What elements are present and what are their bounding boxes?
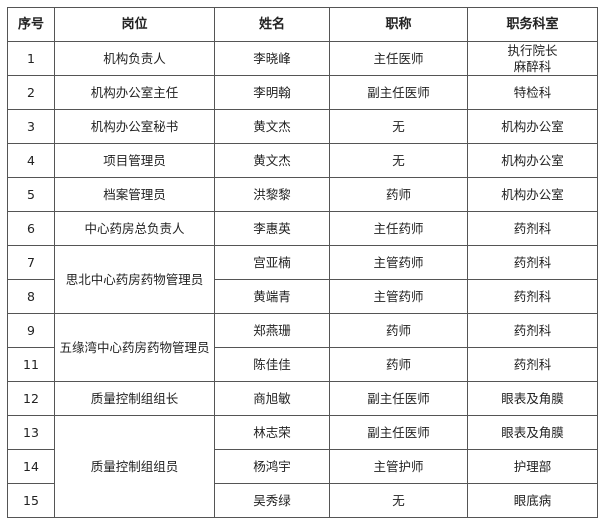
cell-name: 陈佳佳 xyxy=(214,347,330,382)
cell-post: 机构负责人 xyxy=(54,41,215,76)
cell-name: 李晓峰 xyxy=(214,41,330,76)
cell-title: 药师 xyxy=(329,177,468,212)
cell-no: 6 xyxy=(7,211,55,246)
cell-title: 主管药师 xyxy=(329,279,468,314)
cell-post: 质量控制组组员 xyxy=(54,415,215,518)
cell-name: 李明翰 xyxy=(214,75,330,110)
cell-no: 7 xyxy=(7,245,55,280)
table-row: 7 思北中心药房药物管理员 宫亚楠 主管药师 药剂科 xyxy=(7,245,598,314)
cell-no: 13 xyxy=(7,415,55,450)
cell-name: 郑燕珊 xyxy=(214,313,330,348)
cell-name: 黄文杰 xyxy=(214,109,330,144)
cell-title: 主任药师 xyxy=(329,211,468,246)
table-row: 13 质量控制组组员 林志荣 副主任医师 眼表及角膜 xyxy=(7,415,598,518)
table-row: 6 中心药房总负责人 李惠英 主任药师 药剂科 xyxy=(7,211,598,246)
staff-table: 序号 岗位 姓名 职称 职务科室 1 机构负责人 李晓峰 主任医师 执行院长 麻醉… xyxy=(7,7,598,518)
table-row: 2 机构办公室主任 李明翰 副主任医师 特检科 xyxy=(7,75,598,110)
cell-title: 药师 xyxy=(329,313,468,348)
cell-post: 机构办公室主任 xyxy=(54,75,215,110)
cell-dept: 眼表及角膜 xyxy=(467,415,598,450)
cell-no: 14 xyxy=(7,449,55,484)
cell-post: 档案管理员 xyxy=(54,177,215,212)
cell-name: 黄文杰 xyxy=(214,143,330,178)
cell-title: 副主任医师 xyxy=(329,381,468,416)
header-row: 序号 岗位 姓名 职称 职务科室 xyxy=(7,7,598,42)
table-row: 9 五缘湾中心药房药物管理员 郑燕珊 药师 药剂科 xyxy=(7,313,598,382)
cell-dept: 眼表及角膜 xyxy=(467,381,598,416)
cell-title: 主管药师 xyxy=(329,245,468,280)
cell-dept: 药剂科 xyxy=(467,279,598,314)
cell-dept: 机构办公室 xyxy=(467,109,598,144)
cell-post: 思北中心药房药物管理员 xyxy=(54,245,215,314)
cell-post: 质量控制组组长 xyxy=(54,381,215,416)
cell-dept: 执行院长 麻醉科 xyxy=(467,41,598,76)
cell-post: 中心药房总负责人 xyxy=(54,211,215,246)
cell-no: 3 xyxy=(7,109,55,144)
table-row: 12 质量控制组组长 商旭敏 副主任医师 眼表及角膜 xyxy=(7,381,598,416)
cell-dept: 药剂科 xyxy=(467,347,598,382)
cell-post: 机构办公室秘书 xyxy=(54,109,215,144)
cell-dept: 药剂科 xyxy=(467,245,598,280)
cell-no: 2 xyxy=(7,75,55,110)
cell-dept: 药剂科 xyxy=(467,211,598,246)
cell-no: 4 xyxy=(7,143,55,178)
cell-title: 副主任医师 xyxy=(329,415,468,450)
cell-title: 药师 xyxy=(329,347,468,382)
cell-no: 5 xyxy=(7,177,55,212)
table-row: 1 机构负责人 李晓峰 主任医师 执行院长 麻醉科 xyxy=(7,41,598,76)
cell-name: 洪黎黎 xyxy=(214,177,330,212)
cell-dept: 机构办公室 xyxy=(467,143,598,178)
cell-name: 黄端青 xyxy=(214,279,330,314)
cell-no: 15 xyxy=(7,483,55,518)
cell-dept: 特检科 xyxy=(467,75,598,110)
cell-no: 9 xyxy=(7,313,55,348)
cell-name: 李惠英 xyxy=(214,211,330,246)
table-row: 14 杨鸿宇 主管护师 护理部 xyxy=(7,449,598,484)
cell-post: 项目管理员 xyxy=(54,143,215,178)
table-row: 15 吴秀绿 无 眼底病 xyxy=(7,483,598,518)
table-row: 5 档案管理员 洪黎黎 药师 机构办公室 xyxy=(7,177,598,212)
header-name: 姓名 xyxy=(214,7,330,42)
cell-dept: 机构办公室 xyxy=(467,177,598,212)
cell-title: 主任医师 xyxy=(329,41,468,76)
cell-post: 五缘湾中心药房药物管理员 xyxy=(54,313,215,382)
cell-name: 商旭敏 xyxy=(214,381,330,416)
cell-name: 杨鸿宇 xyxy=(214,449,330,484)
table-row: 4 项目管理员 黄文杰 无 机构办公室 xyxy=(7,143,598,178)
cell-no: 1 xyxy=(7,41,55,76)
cell-no: 8 xyxy=(7,279,55,314)
cell-no: 11 xyxy=(7,347,55,382)
cell-title: 副主任医师 xyxy=(329,75,468,110)
cell-title: 无 xyxy=(329,109,468,144)
cell-dept-line2: 麻醉科 xyxy=(513,58,552,74)
cell-name: 吴秀绿 xyxy=(214,483,330,518)
cell-title: 主管护师 xyxy=(329,449,468,484)
header-post: 岗位 xyxy=(54,7,215,42)
cell-name: 宫亚楠 xyxy=(214,245,330,280)
cell-dept-line1: 执行院长 xyxy=(507,42,558,58)
header-dept: 职务科室 xyxy=(467,7,598,42)
cell-no: 12 xyxy=(7,381,55,416)
table-row: 11 陈佳佳 药师 药剂科 xyxy=(7,347,598,382)
cell-title: 无 xyxy=(329,483,468,518)
cell-dept: 护理部 xyxy=(467,449,598,484)
cell-name: 林志荣 xyxy=(214,415,330,450)
header-title: 职称 xyxy=(329,7,468,42)
cell-dept: 眼底病 xyxy=(467,483,598,518)
table-row: 3 机构办公室秘书 黄文杰 无 机构办公室 xyxy=(7,109,598,144)
cell-title: 无 xyxy=(329,143,468,178)
cell-dept: 药剂科 xyxy=(467,313,598,348)
header-no: 序号 xyxy=(7,7,55,42)
